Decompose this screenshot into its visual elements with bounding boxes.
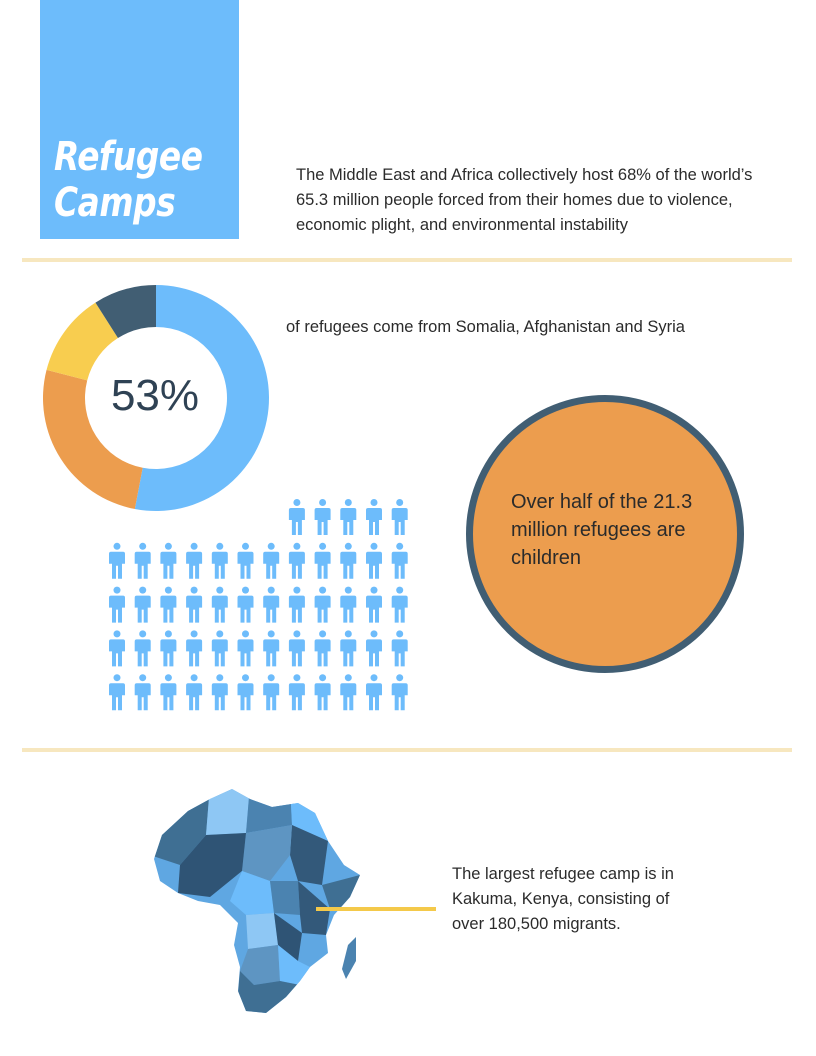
person-icon (134, 542, 151, 579)
person-icon (391, 630, 408, 667)
person-icon (211, 542, 228, 579)
person-icon (340, 630, 357, 667)
person-icon (186, 674, 203, 711)
person-icon (366, 630, 382, 667)
person-icon (109, 542, 125, 579)
person-icon (160, 542, 177, 579)
person-icon (263, 630, 280, 667)
refugee-origin-donut-chart (42, 285, 269, 511)
africa-map-icon (154, 789, 360, 1013)
person-icon (366, 542, 382, 579)
person-icon (211, 586, 228, 623)
largest-camp-text: The largest refugee camp is in Kakuma, K… (452, 865, 674, 933)
person-icon (366, 674, 382, 711)
person-icon (314, 542, 331, 579)
person-icon (391, 586, 408, 623)
donut-segment-3 (46, 302, 118, 381)
person-icon (237, 674, 254, 711)
person-icon (237, 630, 254, 667)
map-pointer-line (316, 907, 436, 911)
title-block: Refugee Camps (40, 0, 239, 239)
donut-segment-1 (134, 285, 269, 511)
person-icon (314, 674, 331, 711)
person-icon (340, 499, 357, 535)
title-line-2: Camps (54, 180, 176, 226)
person-icon (314, 630, 331, 667)
person-icon (340, 542, 357, 579)
person-icon (134, 674, 151, 711)
person-icon (263, 586, 280, 623)
person-icon (186, 630, 203, 667)
children-stat-text: Over half of the 21.3 million refugees a… (511, 491, 693, 569)
person-icon (160, 586, 177, 623)
person-icon (288, 586, 305, 623)
person-icon (160, 630, 177, 667)
person-icon (391, 542, 408, 579)
person-icon (288, 542, 305, 579)
person-icon (237, 586, 254, 623)
page-title: Refugee Camps (54, 134, 203, 226)
person-icon (288, 499, 305, 535)
donut-segment-4 (95, 285, 156, 339)
person-icon (288, 630, 305, 667)
children-people-icon-grid (109, 499, 408, 711)
person-icon (263, 542, 280, 579)
person-icon (109, 586, 125, 623)
person-icon (134, 630, 151, 667)
person-icon (263, 674, 280, 711)
donut-segment-2 (42, 369, 143, 509)
person-icon (186, 542, 203, 579)
person-icon (340, 674, 357, 711)
person-icon (211, 630, 228, 667)
intro-text: The Middle East and Africa collectively … (296, 166, 753, 234)
person-icon (109, 630, 125, 667)
person-icon (391, 499, 408, 535)
donut-value-label: 53% (110, 371, 200, 420)
person-icon (186, 586, 203, 623)
person-icon (366, 499, 382, 535)
person-icon (340, 586, 357, 623)
person-icon (391, 674, 408, 711)
person-icon (160, 674, 177, 711)
children-stat-circle: Over half of the 21.3 million refugees a… (466, 395, 744, 673)
person-icon (314, 499, 331, 535)
divider-top (22, 258, 792, 262)
person-icon (109, 674, 125, 711)
person-icon (134, 586, 151, 623)
donut-caption: of refugees come from Somalia, Afghanist… (286, 318, 685, 336)
person-icon (237, 542, 254, 579)
person-icon (211, 674, 228, 711)
divider-bottom (22, 748, 792, 752)
person-icon (314, 586, 331, 623)
person-icon (366, 586, 382, 623)
person-icon (288, 674, 305, 711)
title-line-1: Refugee (54, 134, 203, 180)
